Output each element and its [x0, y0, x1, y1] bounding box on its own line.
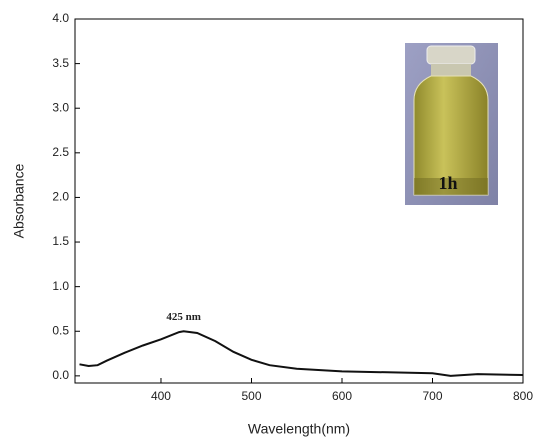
x-tick-label: 600: [332, 389, 352, 403]
spectrum-line: [79, 330, 524, 377]
annotation: 425 nm: [166, 311, 201, 323]
y-tick-label: 2.5: [52, 145, 69, 159]
inset-photo: 1h: [405, 43, 498, 205]
y-tick-label: 4.0: [52, 11, 69, 25]
y-tick-label: 2.0: [52, 190, 69, 204]
y-tick-label: 3.5: [52, 56, 69, 70]
y-tick-label: 1.0: [52, 279, 69, 293]
x-tick-label: 500: [241, 389, 261, 403]
x-axis-title: Wavelength(nm): [248, 421, 350, 437]
inset-label: 1h: [438, 173, 457, 193]
y-tick-label: 0.5: [52, 323, 69, 337]
y-tick-label: 1.5: [52, 234, 69, 248]
x-tick-label: 700: [422, 389, 442, 403]
plot-frame: [74, 18, 524, 384]
x-tick-label: 400: [151, 389, 171, 403]
y-tick-label: 3.0: [52, 100, 69, 114]
x-tick-label: 800: [513, 389, 533, 403]
y-tick-label: 0.0: [52, 368, 69, 382]
y-axis-title: Absorbance: [11, 163, 27, 238]
